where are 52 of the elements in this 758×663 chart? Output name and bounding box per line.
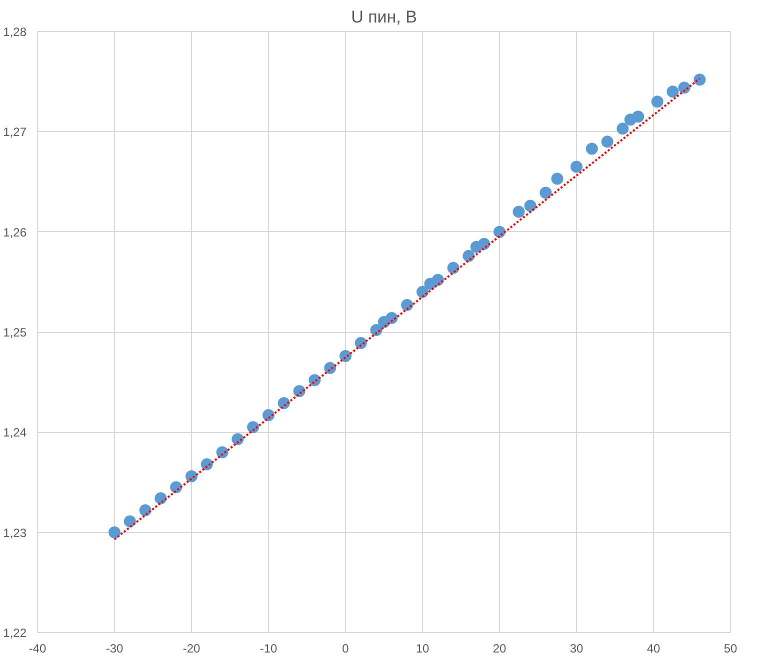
y-tick-label: 1,23	[3, 526, 27, 540]
y-tick-label: 1,26	[3, 225, 27, 240]
point	[340, 350, 352, 362]
point	[678, 82, 690, 94]
point	[666, 86, 679, 98]
point	[401, 298, 414, 311]
point	[462, 250, 475, 262]
point	[124, 515, 136, 528]
point	[632, 110, 644, 123]
point	[324, 362, 336, 374]
x-tick-label: -20	[182, 642, 200, 656]
x-tick-label: 0	[342, 642, 350, 656]
point	[186, 470, 198, 482]
point	[586, 142, 598, 155]
x-tick-label: 30	[570, 642, 584, 656]
point	[494, 226, 506, 238]
point	[247, 421, 260, 434]
chart-title: U пин, В	[351, 8, 417, 26]
point	[139, 504, 152, 516]
x-tick-label: 10	[416, 642, 430, 656]
point	[601, 136, 614, 148]
x-tick-label: -40	[28, 642, 46, 656]
point	[232, 433, 244, 446]
y-tick-label: 1,27	[3, 125, 27, 140]
x-tick-label: 50	[724, 642, 738, 656]
point	[694, 74, 706, 86]
x-tick-label: 20	[492, 642, 506, 656]
point	[616, 122, 629, 135]
point	[386, 312, 398, 324]
x-tick-label: -10	[260, 642, 278, 656]
point	[651, 96, 664, 108]
y-tick-label: 1,28	[3, 25, 27, 39]
point	[570, 160, 582, 173]
x-tick-label: 40	[646, 642, 660, 656]
point	[154, 492, 167, 504]
point	[200, 458, 213, 470]
point	[540, 186, 552, 199]
point	[524, 200, 536, 212]
point	[370, 324, 382, 336]
y-tick-label: 1,24	[3, 426, 27, 440]
point	[354, 337, 367, 350]
point	[512, 206, 525, 218]
point	[108, 526, 120, 538]
point	[416, 286, 428, 298]
y-tick-label: 1,25	[3, 326, 27, 340]
point	[478, 238, 490, 250]
y-tick-label: 1,22	[3, 626, 27, 640]
point	[551, 172, 564, 185]
point	[432, 274, 444, 286]
x-tick-label: -30	[106, 642, 124, 656]
point	[216, 446, 228, 458]
point	[447, 262, 460, 274]
